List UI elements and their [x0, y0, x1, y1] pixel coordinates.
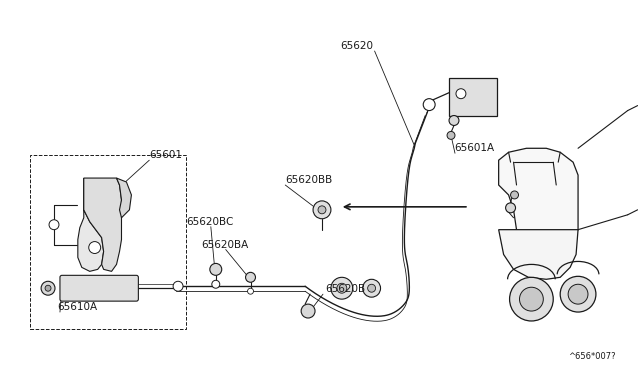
Text: 65620BC: 65620BC — [186, 217, 234, 227]
Circle shape — [506, 203, 516, 213]
Circle shape — [363, 279, 381, 297]
Circle shape — [511, 191, 518, 199]
Text: ^656*007?: ^656*007? — [568, 352, 616, 361]
Circle shape — [210, 263, 221, 275]
Text: 65620B: 65620B — [325, 284, 365, 294]
Text: 65610A: 65610A — [57, 302, 97, 312]
Circle shape — [248, 288, 253, 294]
Circle shape — [423, 99, 435, 110]
Circle shape — [41, 281, 55, 295]
Text: 65601A: 65601A — [454, 143, 494, 153]
Polygon shape — [499, 148, 578, 241]
Polygon shape — [499, 230, 578, 279]
Circle shape — [45, 285, 51, 291]
Circle shape — [447, 131, 455, 140]
Circle shape — [568, 284, 588, 304]
Text: 65601: 65601 — [149, 150, 182, 160]
Polygon shape — [116, 178, 131, 218]
Bar — [30, 155, 186, 329]
Circle shape — [89, 241, 100, 253]
Circle shape — [301, 304, 315, 318]
Text: 65620BA: 65620BA — [201, 240, 248, 250]
Circle shape — [246, 272, 255, 282]
Circle shape — [173, 281, 183, 291]
Circle shape — [449, 116, 459, 125]
Circle shape — [313, 201, 331, 219]
Circle shape — [560, 276, 596, 312]
Polygon shape — [84, 178, 122, 271]
Circle shape — [212, 280, 220, 288]
Circle shape — [337, 283, 347, 293]
Circle shape — [318, 206, 326, 214]
Text: 65620: 65620 — [340, 41, 373, 51]
FancyBboxPatch shape — [60, 275, 138, 301]
FancyBboxPatch shape — [449, 78, 497, 116]
Circle shape — [49, 220, 59, 230]
Text: 65620BB: 65620BB — [285, 175, 333, 185]
Circle shape — [367, 284, 376, 292]
Polygon shape — [78, 178, 104, 271]
Circle shape — [456, 89, 466, 99]
Circle shape — [509, 277, 553, 321]
Circle shape — [331, 277, 353, 299]
Circle shape — [520, 287, 543, 311]
